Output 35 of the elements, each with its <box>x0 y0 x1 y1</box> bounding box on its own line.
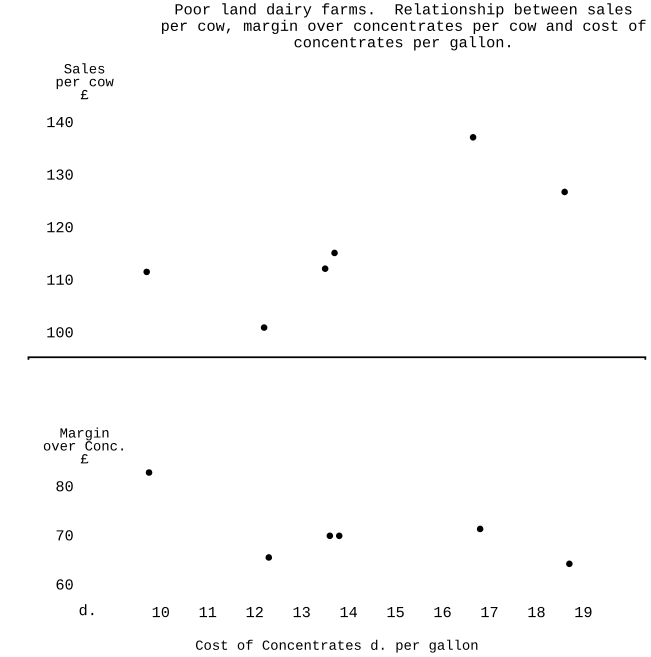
point <box>336 532 343 540</box>
y-tick-label: 120 <box>47 222 73 232</box>
point <box>143 268 150 276</box>
x-tick-label: 17 <box>481 607 498 618</box>
x-tick-label: 12 <box>246 606 263 618</box>
point <box>146 469 152 476</box>
point <box>260 324 268 331</box>
x-tick-label: 14 <box>340 607 358 618</box>
y-tick-label: 80 <box>56 481 73 492</box>
y-tick-label: 60 <box>56 579 73 590</box>
x-tick-label: 13 <box>294 606 310 618</box>
y-tick-label: 100 <box>47 327 73 338</box>
text: d. <box>80 604 94 616</box>
x-axis-title: Cost of Concentrates d. per gallon <box>196 640 478 653</box>
y-tick-label: 130 <box>47 169 73 180</box>
y-tick-label: 110 <box>47 274 73 285</box>
chart-title: Poor land dairy farms. Relationship between sales per cow, margin over concentrates per cow and cost of concentrates per gallon. <box>162 3 646 50</box>
point <box>476 526 484 532</box>
point <box>331 250 338 256</box>
y-axis-title: Margin over Conc. £ <box>44 427 123 464</box>
x-tick-label: 15 <box>388 607 404 618</box>
point <box>561 188 568 196</box>
x-tick-label: 10 <box>152 606 170 618</box>
y-axis-title: Sales per cow £ <box>56 63 114 100</box>
y-tick-label: 70 <box>56 530 73 541</box>
point <box>322 265 328 272</box>
point <box>326 532 334 540</box>
point <box>566 560 573 568</box>
x-tick-label: 18 <box>528 606 545 618</box>
point <box>470 134 476 141</box>
x-tick-label: 11 <box>200 607 216 618</box>
x-tick-label: 19 <box>575 606 592 618</box>
x-tick-label: 16 <box>434 606 451 618</box>
point <box>266 554 272 561</box>
y-tick-label: 140 <box>47 116 73 128</box>
